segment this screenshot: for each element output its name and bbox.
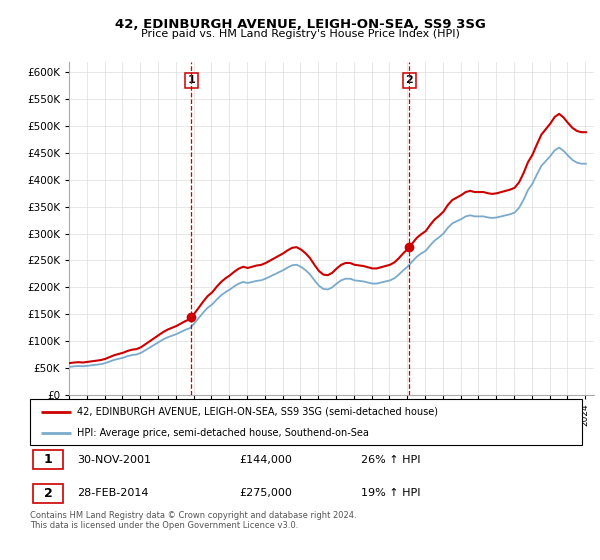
Bar xyxy=(33,450,63,469)
Text: Price paid vs. HM Land Registry's House Price Index (HPI): Price paid vs. HM Land Registry's House … xyxy=(140,29,460,39)
Text: 2: 2 xyxy=(406,76,413,86)
Text: 26% ↑ HPI: 26% ↑ HPI xyxy=(361,455,421,465)
Text: 42, EDINBURGH AVENUE, LEIGH-ON-SEA, SS9 3SG (semi-detached house): 42, EDINBURGH AVENUE, LEIGH-ON-SEA, SS9 … xyxy=(77,407,438,417)
Text: 42, EDINBURGH AVENUE, LEIGH-ON-SEA, SS9 3SG: 42, EDINBURGH AVENUE, LEIGH-ON-SEA, SS9 … xyxy=(115,18,485,31)
Text: 1: 1 xyxy=(187,76,195,86)
Text: £144,000: £144,000 xyxy=(240,455,293,465)
Text: HPI: Average price, semi-detached house, Southend-on-Sea: HPI: Average price, semi-detached house,… xyxy=(77,428,369,438)
Text: Contains HM Land Registry data © Crown copyright and database right 2024.
This d: Contains HM Land Registry data © Crown c… xyxy=(30,511,356,530)
Text: 1: 1 xyxy=(44,453,52,466)
Text: 2: 2 xyxy=(44,487,52,500)
Text: 28-FEB-2014: 28-FEB-2014 xyxy=(77,488,148,498)
Bar xyxy=(33,484,63,503)
Text: £275,000: £275,000 xyxy=(240,488,293,498)
Text: 19% ↑ HPI: 19% ↑ HPI xyxy=(361,488,421,498)
Text: 30-NOV-2001: 30-NOV-2001 xyxy=(77,455,151,465)
